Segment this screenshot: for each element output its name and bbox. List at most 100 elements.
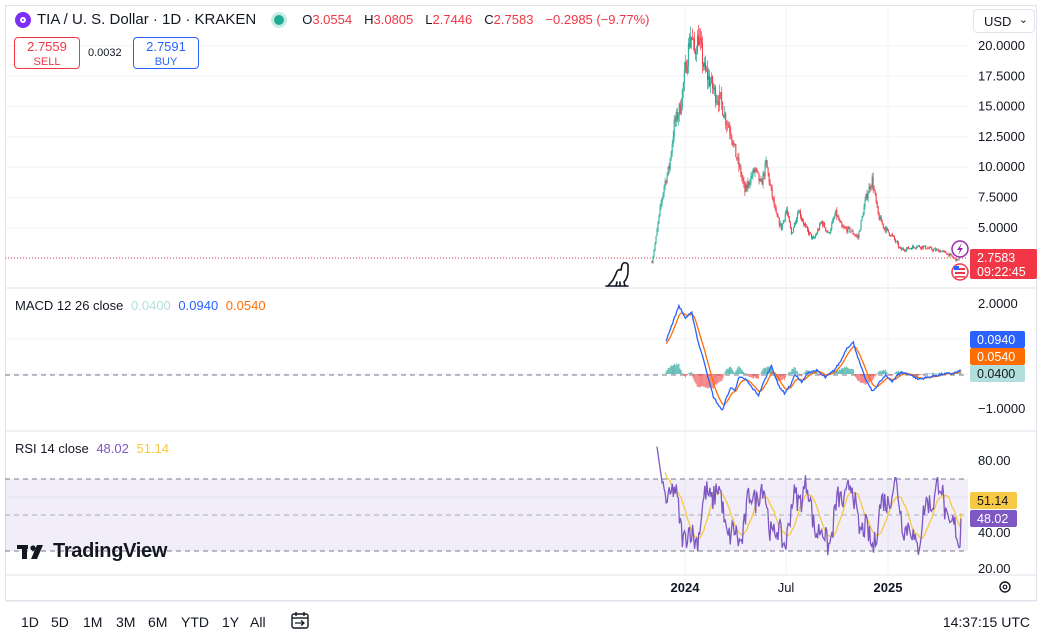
candle-body <box>808 229 810 235</box>
macd-histogram-bar <box>928 373 930 375</box>
macd-histogram-bar <box>835 370 837 374</box>
macd-histogram-bar <box>824 374 826 378</box>
candle-body <box>804 224 806 227</box>
candle-body <box>891 234 893 236</box>
candle-body <box>943 250 945 252</box>
macd-histogram-bar <box>938 372 940 374</box>
range-5d-button[interactable]: 5D <box>51 614 69 630</box>
macd-histogram-bar <box>726 368 728 374</box>
macd-histogram-bar <box>805 370 807 374</box>
price-axis-ticks[interactable]: 20.0000 17.5000 15.0000 12.5000 10.0000 7.500… <box>978 38 1025 576</box>
dino-icon[interactable] <box>605 261 629 287</box>
candle-body <box>810 232 812 234</box>
range-3m-button[interactable]: 3M <box>116 614 136 630</box>
range-ytd-button[interactable]: YTD <box>181 614 209 630</box>
range-1d-button[interactable]: 1D <box>21 614 39 630</box>
ohlc-low: L2.7446 <box>425 12 473 27</box>
candle-body <box>846 228 848 232</box>
macd-tick-label: −1.0000 <box>978 401 1025 416</box>
candle-body <box>801 219 803 222</box>
range-1y-button[interactable]: 1Y <box>222 614 240 630</box>
candle-body <box>803 224 805 225</box>
macd-histogram-bar <box>734 372 736 374</box>
range-6m-button[interactable]: 6M <box>148 614 168 630</box>
macd-histogram-bar <box>920 374 922 375</box>
buy-button[interactable]: 2.7591 BUY <box>133 37 199 69</box>
symbol-legend[interactable]: TIA / U. S. Dollar · 1D · KRAKEN O3.0554… <box>15 11 656 28</box>
candle-body <box>800 216 802 220</box>
macd-histogram-bar <box>718 374 720 383</box>
flag-icon[interactable] <box>951 263 969 281</box>
currency-select[interactable]: USD ⌄ <box>973 9 1035 33</box>
macd-histogram-bar <box>749 374 751 377</box>
macd-histogram-bar <box>800 374 802 375</box>
price-tick-label: 15.0000 <box>978 99 1025 114</box>
candle-body <box>668 166 670 169</box>
sell-button[interactable]: 2.7559 SELL <box>14 37 80 69</box>
macd-histogram-bar <box>693 374 695 381</box>
lightning-icon[interactable] <box>951 240 969 258</box>
macd-histogram-bar <box>764 367 766 374</box>
macd-histogram-bar <box>851 369 853 374</box>
macd-histogram-bar <box>747 374 749 376</box>
candle-body <box>671 143 673 153</box>
macd-histogram-bar <box>706 374 708 388</box>
candle-body <box>709 75 711 86</box>
range-all-button[interactable]: All <box>250 614 266 630</box>
candle-body <box>719 92 721 106</box>
candle-body <box>738 157 740 167</box>
macd-histogram-bar <box>735 370 737 374</box>
candle-body <box>899 247 901 249</box>
macd-signal-line <box>665 312 962 406</box>
candle-body <box>813 237 815 239</box>
candle-body <box>910 248 912 250</box>
candle-body <box>880 216 882 222</box>
macd-histogram-bar <box>799 374 801 375</box>
time-axis-ticks[interactable]: 2024 Jul 2025 <box>671 580 903 595</box>
histogram-value-text: 0.0400 <box>977 367 1015 381</box>
candle-body <box>858 231 860 238</box>
range-1m-button[interactable]: 1M <box>83 614 103 630</box>
symbol-title[interactable]: TIA / U. S. Dollar · 1D · KRAKEN <box>37 11 257 28</box>
candle-body <box>828 232 830 233</box>
macd-histogram-bar <box>778 374 780 381</box>
candle-body <box>885 227 887 232</box>
macd-histogram-bar <box>754 374 756 378</box>
candle-body <box>929 247 931 249</box>
rsi-legend[interactable]: RSI 14 close 48.02 51.14 <box>15 441 169 456</box>
candle-body <box>798 211 800 214</box>
candle-body <box>790 227 792 234</box>
candle-body <box>796 213 798 220</box>
live-dot-icon <box>274 14 285 25</box>
utc-clock[interactable]: 14:37:15 UTC <box>942 614 1030 630</box>
candle-body <box>755 168 757 170</box>
macd-histogram-bar <box>694 374 696 383</box>
macd-histogram-bar <box>815 373 817 374</box>
macd-histogram-bar <box>957 372 959 374</box>
candle-body <box>667 166 669 175</box>
candle-body <box>834 215 836 219</box>
macd-histogram-bar <box>704 374 706 388</box>
candle-body <box>931 247 933 250</box>
settings-icon[interactable] <box>999 581 1011 593</box>
rsi-axis-labels: 51.14 48.02 <box>970 492 1017 527</box>
date-range-icon[interactable] <box>291 612 309 629</box>
candle-body <box>680 106 682 114</box>
candle-body <box>877 206 879 215</box>
macd-histogram-bar <box>873 374 875 379</box>
macd-histogram-bar <box>866 374 868 384</box>
candle-body <box>748 181 750 185</box>
macd-histogram-bar <box>791 369 793 374</box>
tradingview-logo[interactable]: TradingView <box>17 540 167 563</box>
macd-histogram-bar <box>701 374 703 387</box>
candle-body <box>864 199 866 207</box>
candle-body <box>725 113 727 125</box>
candle-body <box>795 219 797 224</box>
price-axis-label-group: 2.7583 09:22:45 <box>970 249 1037 279</box>
macd-legend[interactable]: MACD 12 26 close 0.0400 0.0940 0.0540 <box>15 298 266 313</box>
macd-histogram-bar <box>795 370 797 374</box>
macd-histogram-bar <box>887 373 889 374</box>
candle-body <box>737 157 739 160</box>
price-tick-label: 12.5000 <box>978 129 1025 144</box>
